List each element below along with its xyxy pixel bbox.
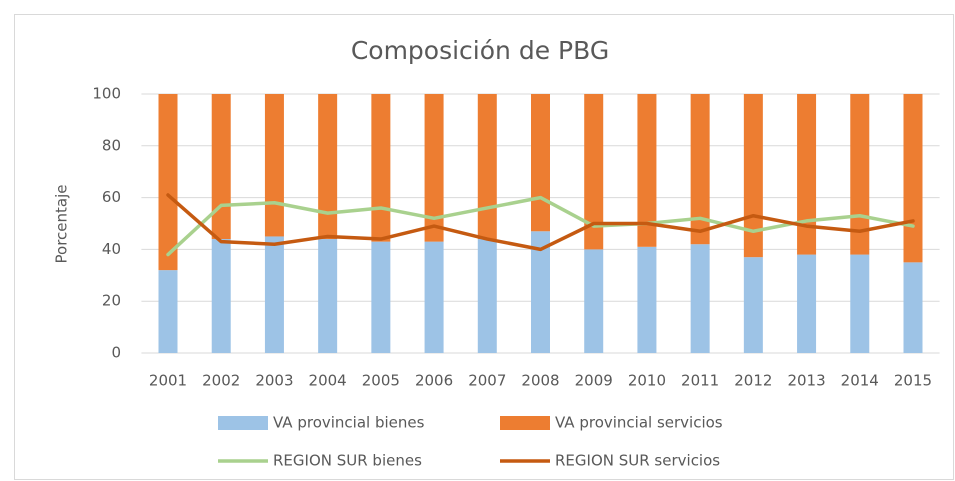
bar-segment: [318, 239, 338, 353]
legend-label: VA provincial servicios: [555, 414, 723, 432]
x-tick-label: 2014: [841, 372, 879, 390]
bar-segment: [371, 94, 391, 242]
bar-segment: [477, 239, 497, 353]
chart-title: Composición de PBG: [351, 36, 609, 65]
legend-label: VA provincial bienes: [273, 414, 425, 432]
legend-swatch: [218, 416, 268, 430]
bar-segment: [158, 94, 178, 271]
bar-segment: [797, 254, 817, 353]
line-series: [166, 193, 915, 252]
y-tick-label: 40: [102, 240, 121, 258]
x-tick-label: 2013: [787, 372, 825, 390]
y-axis-label: Porcentaje: [53, 185, 71, 264]
bar-segment: [903, 94, 923, 263]
bar-segment: [637, 246, 657, 353]
bar-segment: [584, 249, 604, 353]
x-tick-label: 2007: [468, 372, 506, 390]
x-tick-label: 2001: [149, 372, 187, 390]
bar-segment: [903, 262, 923, 353]
bar-segment: [690, 94, 710, 245]
y-tick-label: 60: [102, 188, 121, 206]
bar-segment: [637, 94, 657, 247]
bar-segment: [743, 257, 763, 353]
bar-segment: [371, 241, 391, 353]
x-tick-label: 2008: [521, 372, 559, 390]
bar-segment: [211, 94, 231, 240]
x-tick-label: 2011: [681, 372, 719, 390]
x-tick-label: 2005: [362, 372, 400, 390]
bar-segment: [158, 270, 178, 353]
x-tick-label: 2012: [734, 372, 772, 390]
bar-segment: [477, 94, 497, 240]
x-tick-label: 2004: [309, 372, 347, 390]
legend-label: REGION SUR servicios: [555, 452, 720, 470]
bar-segment: [424, 241, 444, 353]
legend-label: REGION SUR bienes: [273, 452, 422, 470]
bar-segment: [850, 254, 870, 353]
x-tick-label: 2003: [255, 372, 293, 390]
bar-segment: [211, 239, 231, 353]
bar-segment: [264, 94, 284, 237]
bar-segment: [531, 94, 550, 232]
legend-swatch: [500, 416, 550, 430]
y-tick-label: 0: [111, 344, 121, 362]
bar-segment: [584, 94, 604, 250]
x-tick-label: 2002: [202, 372, 240, 390]
bar-segment: [264, 236, 284, 353]
y-tick-label: 80: [102, 136, 121, 154]
bar-segment: [424, 94, 444, 242]
bar-segment: [318, 94, 338, 240]
bar-segment: [797, 94, 817, 255]
y-tick-label: 20: [102, 292, 121, 310]
y-tick-label: 100: [92, 85, 121, 103]
bar-segment: [531, 231, 550, 353]
x-tick-label: 2010: [628, 372, 666, 390]
x-tick-label: 2009: [575, 372, 613, 390]
x-tick-label: 2006: [415, 372, 453, 390]
x-tick-label: 2015: [894, 372, 932, 390]
bar-segment: [690, 244, 710, 353]
